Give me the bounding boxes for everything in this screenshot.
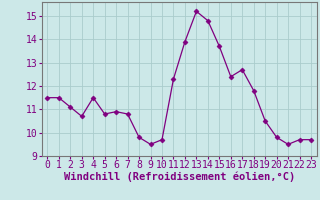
X-axis label: Windchill (Refroidissement éolien,°C): Windchill (Refroidissement éolien,°C) [64, 172, 295, 182]
